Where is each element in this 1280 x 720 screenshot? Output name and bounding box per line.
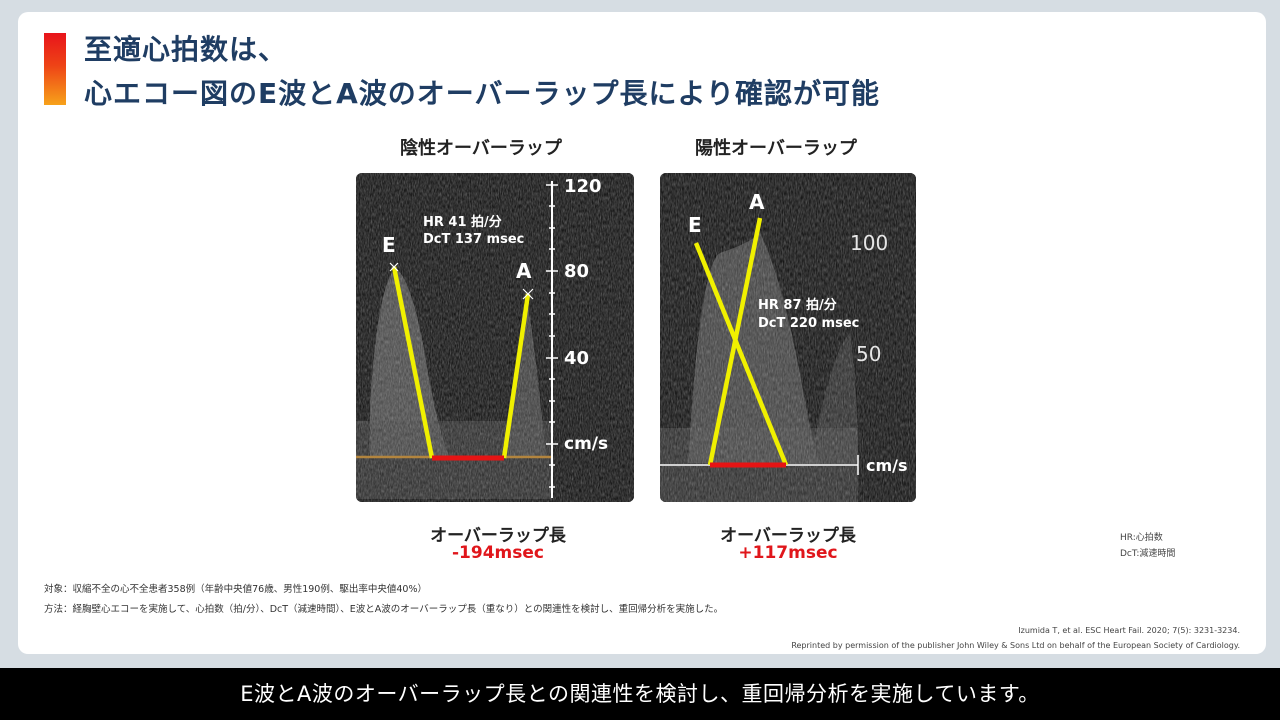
positive-scale-unit: cm/s (866, 456, 908, 475)
negative-overlap-label: オーバーラップ長 (430, 526, 566, 546)
negative-e-label: E (382, 233, 396, 257)
legend-dct: DcT:減速時間 (1120, 549, 1176, 559)
negative-scale-120: 120 (564, 176, 602, 197)
note-method: 方法：経胸壁心エコーを実施して、心拍数（拍/分）、DcT（減速時間）、E波とA波… (44, 604, 724, 615)
note-subject: 対象：収縮不全の心不全患者358例（年齢中央値76歳、男性190例、駆出率中央値… (44, 584, 427, 595)
subtitle-caption: E波とA波のオーバーラップ長との関連性を検討し、重回帰分析を実施しています。 (0, 668, 1280, 720)
negative-scale-80: 80 (564, 261, 590, 282)
positive-overlap-label: オーバーラップ長 (720, 526, 856, 546)
positive-overlap-value: +117msec (738, 543, 838, 563)
negative-hr-text: HR 41 拍/分 (423, 215, 502, 230)
echo-negative-image: HR 41 拍/分 DcT 137 msec E A 120 80 40 cm/… (356, 173, 634, 502)
abbreviation-legend: HR:心拍数 DcT:減速時間 (1120, 530, 1175, 562)
negative-scale-40: 40 (564, 348, 590, 369)
reference-permission: Reprinted by permission of the publisher… (791, 641, 1240, 650)
legend-hr: HR:心拍数 (1120, 533, 1163, 543)
negative-overlap-value: -194msec (452, 543, 544, 563)
slide (18, 12, 1266, 654)
title-accent-bar (44, 33, 66, 105)
panel-positive-heading: 陽性オーバーラップ (695, 138, 857, 159)
panel-negative-heading: 陰性オーバーラップ (400, 138, 562, 159)
negative-scale-unit: cm/s (564, 434, 609, 454)
reference-citation: Izumida T, et al. ESC Heart Fail. 2020; … (1018, 626, 1240, 635)
slide-title-line1: 至適心拍数は、 (84, 33, 288, 66)
negative-dct-text: DcT 137 msec (423, 232, 525, 247)
negative-a-label: A (516, 259, 532, 283)
positive-scale-50: 50 (856, 342, 882, 366)
positive-e-label: E (688, 213, 702, 237)
echo-positive-image: HR 87 拍/分 DcT 220 msec E A 100 50 cm/s (660, 173, 916, 502)
positive-dct-text: DcT 220 msec (758, 316, 860, 331)
positive-hr-text: HR 87 拍/分 (758, 298, 837, 313)
positive-a-label: A (749, 190, 765, 214)
positive-scale-100: 100 (850, 231, 889, 255)
slide-title-line2: 心エコー図のE波とA波のオーバーラップ長により確認が可能 (84, 77, 880, 110)
